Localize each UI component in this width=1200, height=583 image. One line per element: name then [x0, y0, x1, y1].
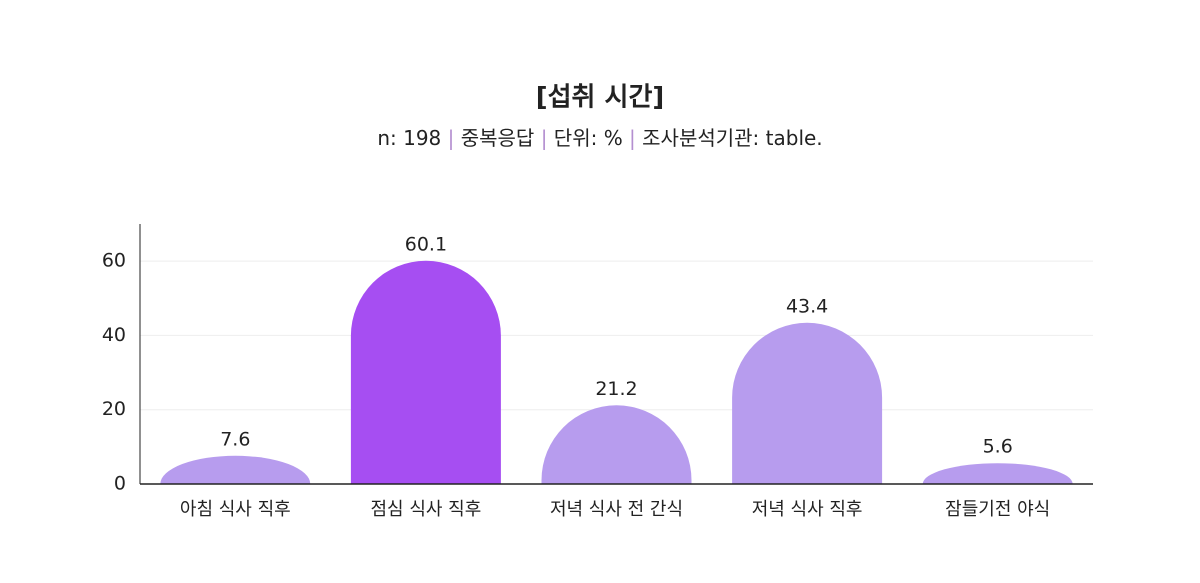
y-tick-label: 0: [114, 473, 126, 495]
separator: |: [441, 126, 460, 150]
data-label: 7.6: [220, 428, 250, 450]
y-tick-label: 20: [102, 398, 126, 420]
subtitle-part: 중복응답: [461, 126, 535, 150]
subtitle-part: 조사분석기관: table.: [642, 126, 823, 150]
separator: |: [623, 126, 642, 150]
bar: [922, 463, 1073, 484]
chart-subtitle: n: 198 | 중복응답 | 단위: % | 조사분석기관: table.: [377, 126, 822, 150]
data-label: 43.4: [786, 295, 828, 317]
bar: [160, 455, 311, 484]
y-tick-label: 40: [102, 324, 126, 346]
x-tick-label: 잠들기전 야식: [945, 499, 1050, 520]
bar: [732, 322, 883, 484]
subtitle-part: 단위: %: [554, 126, 623, 150]
bar: [350, 260, 501, 484]
x-tick-label: 아침 식사 직후: [180, 499, 291, 520]
x-tick-label: 저녁 식사 직후: [752, 499, 863, 520]
bar: [541, 405, 692, 484]
y-tick-label: 60: [102, 250, 126, 272]
data-label: 60.1: [405, 233, 447, 255]
chart-title: [섭취 시간]: [536, 83, 665, 113]
separator: |: [534, 126, 553, 150]
subtitle-part: n: 198: [377, 126, 441, 150]
data-label: 5.6: [983, 436, 1013, 458]
data-label: 21.2: [595, 378, 637, 400]
x-tick-label: 점심 식사 직후: [370, 499, 481, 520]
x-tick-label: 저녁 식사 전 간식: [550, 499, 683, 520]
